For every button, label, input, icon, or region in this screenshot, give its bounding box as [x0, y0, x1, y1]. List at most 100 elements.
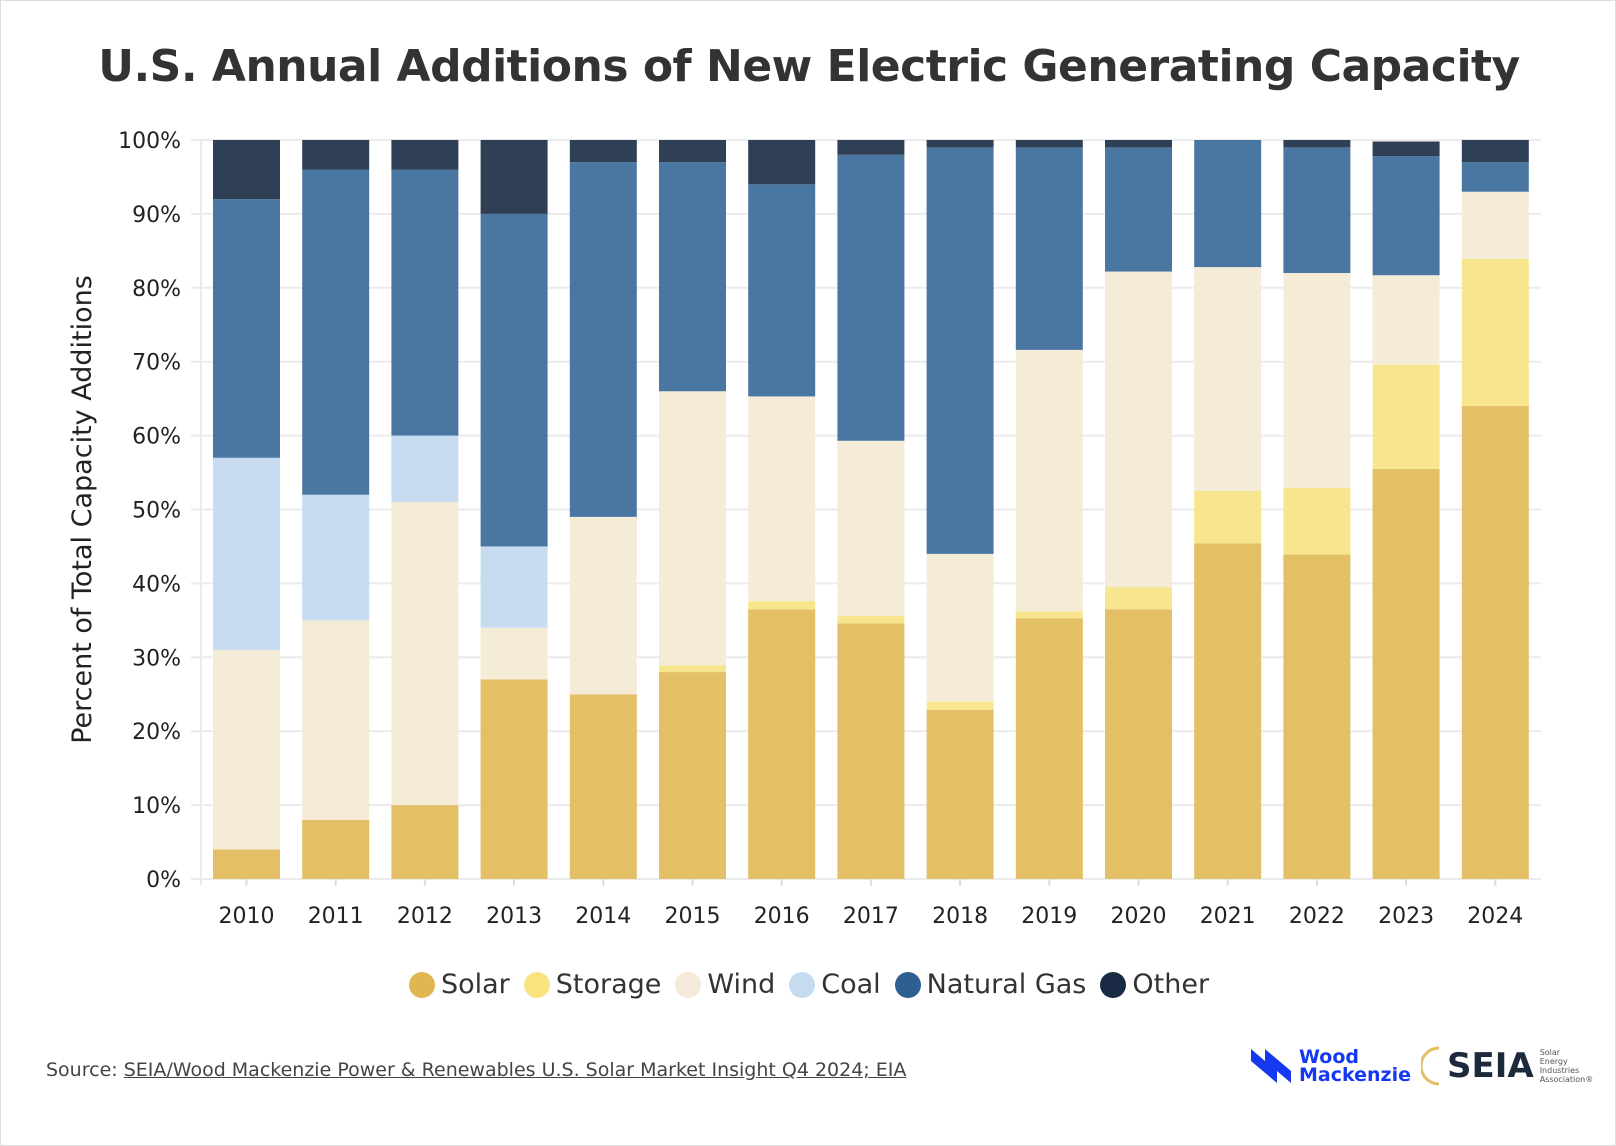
bar-segment-other — [391, 140, 459, 170]
bar-segment-storage — [1372, 364, 1440, 469]
bar-segment-wind — [569, 516, 637, 695]
x-tick-label: 2017 — [843, 904, 899, 929]
bar-segment-storage — [926, 701, 994, 710]
y-tick-label: 20% — [132, 720, 181, 745]
legend-swatch — [789, 971, 816, 998]
bar-segment-other — [213, 140, 280, 200]
bar-segment-wind — [480, 627, 548, 680]
bar-segment-wind — [213, 649, 280, 850]
bar-segment-natural-gas — [748, 184, 816, 397]
bar-segment-natural-gas — [480, 213, 548, 547]
bar-segment-wind — [391, 502, 459, 806]
bar-segment-solar — [1372, 468, 1440, 879]
bar-segment-other — [926, 140, 994, 148]
legend-item: Solar — [408, 969, 510, 1000]
y-tick-label: 40% — [132, 572, 181, 597]
bar-segment-other — [659, 140, 726, 163]
bar-segment-wind — [1372, 275, 1440, 365]
bar-segment-natural-gas — [1194, 140, 1262, 268]
bar-segment-other — [837, 140, 905, 155]
legend-swatch — [675, 971, 702, 998]
x-tick-label: 2012 — [397, 904, 453, 929]
bar-segment-natural-gas — [302, 169, 370, 495]
bar-segment-wind — [1015, 349, 1083, 612]
bar-segment-other — [1461, 140, 1529, 163]
x-tick-label: 2018 — [932, 904, 988, 929]
y-axis-label: Percent of Total Capacity Additions — [67, 275, 98, 744]
bar-segment-natural-gas — [1015, 147, 1083, 350]
bar-segment-coal — [302, 494, 370, 621]
bar-segment-storage — [1105, 587, 1172, 610]
wood-mackenzie-text: Wood Mackenzie — [1299, 1046, 1411, 1086]
x-tick-label: 2016 — [754, 904, 810, 929]
x-tick-label: 2010 — [219, 904, 275, 929]
bar-segment-natural-gas — [1461, 162, 1529, 192]
bar-segment-natural-gas — [837, 154, 905, 441]
y-tick-label: 80% — [132, 277, 181, 302]
bar-segment-natural-gas — [926, 147, 994, 554]
y-tick-label: 30% — [132, 646, 181, 671]
bar-segment-wind — [1283, 273, 1351, 489]
bar-segment-other — [1372, 141, 1440, 157]
legend-label: Natural Gas — [926, 969, 1087, 1000]
y-tick-label: 90% — [132, 203, 181, 228]
bar-segment-wind — [659, 391, 726, 666]
bar-segment-coal — [213, 457, 280, 650]
seia-subtext: Solar Energy Industries Association® — [1539, 1048, 1594, 1084]
x-tick-label: 2011 — [308, 904, 364, 929]
bar-segment-storage — [1015, 611, 1083, 619]
y-tick-label: 50% — [132, 499, 181, 524]
legend-swatch — [894, 971, 921, 998]
legend-label: Storage — [555, 969, 662, 1000]
x-tick-label: 2013 — [486, 904, 542, 929]
bar-segment-natural-gas — [1105, 147, 1172, 272]
bar-segment-other — [480, 140, 548, 214]
bar-segment-solar — [1105, 609, 1172, 879]
bar-segment-other — [748, 140, 816, 185]
x-tick-label: 2015 — [665, 904, 721, 929]
bar-segment-solar — [659, 672, 726, 879]
legend-item: Storage — [523, 969, 662, 1000]
x-tick-label: 2024 — [1467, 904, 1523, 929]
bar-segment-wind — [1461, 191, 1529, 259]
y-tick-label: 70% — [132, 351, 181, 376]
bar-segment-storage — [1461, 258, 1529, 407]
x-tick-label: 2023 — [1378, 904, 1434, 929]
sun-arc-icon — [1421, 1046, 1440, 1086]
legend-swatch — [523, 971, 550, 998]
bar-segment-storage — [837, 615, 905, 624]
bar-segment-solar — [569, 694, 637, 879]
bar-segment-solar — [391, 805, 459, 879]
bar-segment-other — [1105, 140, 1172, 148]
legend-item: Coal — [789, 969, 881, 1000]
logos: Wood Mackenzie SEIA Solar Energy Industri… — [1251, 1046, 1594, 1086]
source-link[interactable]: SEIA/Wood Mackenzie Power & Renewables U… — [123, 1059, 907, 1081]
bar-segment-natural-gas — [1283, 147, 1351, 274]
bar-segment-wind — [1194, 267, 1262, 492]
bar-segment-natural-gas — [569, 162, 637, 517]
legend-label: Other — [1132, 969, 1210, 1000]
legend-swatch — [1100, 971, 1127, 998]
bar-segment-natural-gas — [1372, 156, 1440, 276]
bar-segment-solar — [213, 849, 280, 879]
bar-segment-storage — [1283, 488, 1351, 555]
bar-segment-storage — [1194, 491, 1262, 544]
bar-segment-solar — [1461, 406, 1529, 879]
bar-segment-wind — [926, 553, 994, 702]
bar-segment-solar — [837, 623, 905, 879]
y-tick-label: 10% — [132, 794, 181, 819]
y-tick-label: 60% — [132, 425, 181, 450]
seia-logo: SEIA Solar Energy Industries Association… — [1421, 1046, 1594, 1086]
legend-label: Solar — [440, 969, 510, 1000]
x-tick-label: 2014 — [575, 904, 631, 929]
y-tick-label: 0% — [146, 868, 181, 893]
x-tick-label: 2021 — [1200, 904, 1256, 929]
bar-segment-solar — [480, 679, 548, 879]
bar-segment-storage — [659, 665, 726, 673]
legend-label: Coal — [821, 969, 881, 1000]
bar-segment-wind — [1105, 271, 1172, 588]
bar-segment-coal — [480, 546, 548, 628]
bar-segment-storage — [748, 601, 816, 610]
bar-segment-other — [302, 140, 370, 170]
bar-segment-solar — [1194, 543, 1262, 879]
